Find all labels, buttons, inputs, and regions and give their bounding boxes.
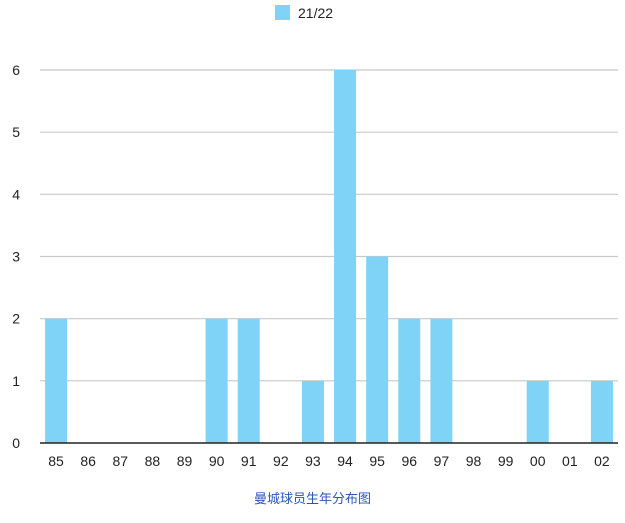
bar-00 bbox=[526, 380, 549, 443]
x-tick-label: 85 bbox=[48, 453, 64, 469]
y-tick-label: 6 bbox=[12, 62, 20, 78]
x-tick-label: 93 bbox=[305, 453, 321, 469]
x-tick-label: 94 bbox=[337, 453, 353, 469]
x-tick-label: 87 bbox=[112, 453, 128, 469]
bar-02 bbox=[590, 380, 613, 443]
x-tick-label: 00 bbox=[530, 453, 546, 469]
y-tick-label: 0 bbox=[12, 435, 20, 451]
x-tick-label: 86 bbox=[80, 453, 96, 469]
legend-swatch bbox=[275, 5, 290, 20]
bar-97 bbox=[430, 318, 453, 443]
x-axis-ticks: 85 86 87 88 89 90 91 92 93 94 95 96 97 98 99 00 01 02 bbox=[48, 453, 610, 469]
legend: 21/22 bbox=[275, 5, 333, 21]
bar-93 bbox=[301, 380, 324, 443]
gridlines bbox=[40, 69, 618, 382]
x-tick-label: 89 bbox=[177, 453, 193, 469]
x-tick-label: 91 bbox=[241, 453, 257, 469]
y-axis-ticks: 0 1 2 3 4 5 6 bbox=[12, 62, 20, 451]
bar-90 bbox=[205, 318, 228, 443]
chart-caption: 曼城球员生年分布图 bbox=[253, 492, 371, 507]
bars bbox=[45, 70, 613, 443]
x-tick-label: 98 bbox=[466, 453, 482, 469]
x-tick-label: 99 bbox=[498, 453, 514, 469]
x-tick-label: 01 bbox=[562, 453, 578, 469]
bar-96 bbox=[398, 318, 421, 443]
y-tick-label: 2 bbox=[12, 311, 20, 327]
bar-91 bbox=[237, 318, 260, 443]
x-tick-label: 95 bbox=[369, 453, 385, 469]
x-tick-label: 88 bbox=[145, 453, 161, 469]
y-tick-label: 5 bbox=[12, 124, 20, 140]
y-tick-label: 4 bbox=[12, 186, 20, 202]
y-tick-label: 1 bbox=[12, 373, 20, 389]
x-tick-label: 90 bbox=[209, 453, 225, 469]
bar-94 bbox=[334, 70, 357, 443]
x-tick-label: 97 bbox=[434, 453, 450, 469]
bar-85 bbox=[45, 318, 68, 443]
bar-95 bbox=[366, 256, 389, 443]
x-tick-label: 92 bbox=[273, 453, 289, 469]
y-tick-label: 3 bbox=[12, 249, 20, 265]
legend-label: 21/22 bbox=[298, 5, 333, 21]
x-tick-label: 02 bbox=[594, 453, 610, 469]
x-tick-label: 96 bbox=[401, 453, 417, 469]
